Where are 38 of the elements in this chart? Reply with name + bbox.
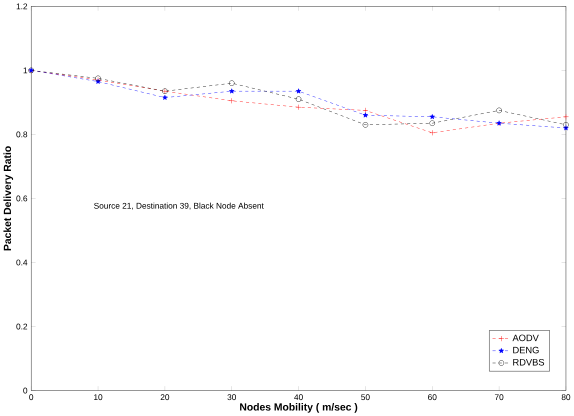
x-tick-label: 40 xyxy=(294,394,303,400)
point xyxy=(229,88,234,94)
point xyxy=(496,108,502,114)
legend-label: DENG xyxy=(513,346,539,354)
x-tick-label: 20 xyxy=(160,394,170,400)
legend-label: AODV xyxy=(512,334,539,342)
legend-label: RDVBS xyxy=(513,358,544,366)
point xyxy=(362,122,368,128)
y-tick-label: 1.2 xyxy=(16,3,28,10)
x-tick-label: 70 xyxy=(494,394,504,400)
point xyxy=(430,114,435,120)
point xyxy=(296,96,302,102)
y-axis-title: Packet Delivery Ratio xyxy=(3,146,14,250)
point xyxy=(429,130,436,136)
y-tick-label: 0 xyxy=(23,388,28,394)
point xyxy=(362,108,368,114)
point xyxy=(429,120,436,126)
annotation: Source 21, Destination 39, Black Node Absent xyxy=(94,202,264,210)
y-tick-label: 1 xyxy=(24,67,28,74)
point xyxy=(296,88,302,94)
y-tick-label: 0.4 xyxy=(16,260,28,266)
point xyxy=(563,114,569,120)
x-tick-label: 0 xyxy=(29,394,34,400)
point xyxy=(563,122,569,128)
point xyxy=(362,112,368,118)
x-tick-label: 10 xyxy=(94,394,102,400)
y-tick-label: 0.6 xyxy=(16,195,28,202)
x-tick-label: 30 xyxy=(227,394,236,400)
point xyxy=(296,104,302,110)
y-tick-label: 0.8 xyxy=(16,131,28,138)
x-tick-label: 60 xyxy=(428,394,437,400)
point xyxy=(228,98,235,104)
point xyxy=(162,94,168,100)
x-tick-label: 80 xyxy=(562,394,570,400)
x-tick-label: 50 xyxy=(361,394,370,400)
x-axis-title: Nodes Mobility ( m/sec ) xyxy=(240,402,358,413)
point xyxy=(228,80,235,86)
y-tick-label: 0.2 xyxy=(16,324,28,330)
